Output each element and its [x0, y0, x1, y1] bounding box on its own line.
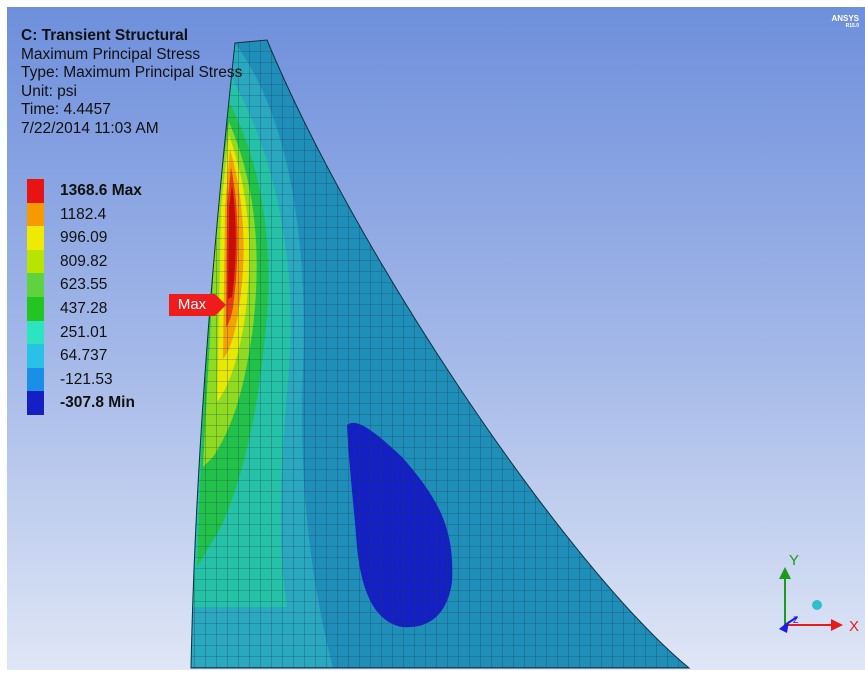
- legend-swatch: [27, 179, 44, 203]
- legend-label: 809.82: [60, 252, 108, 270]
- ansys-logo: ANSYS R15.0: [831, 14, 859, 30]
- result-date: 7/22/2014 11:03 AM: [21, 119, 159, 137]
- legend-row[interactable]: 64.737: [27, 344, 207, 368]
- legend-row[interactable]: 809.82: [27, 249, 207, 274]
- legend-row[interactable]: 251.01: [27, 320, 207, 345]
- legend-swatch: [27, 249, 44, 274]
- legend-row[interactable]: 1368.6 Max: [27, 179, 207, 203]
- legend-label: 623.55: [60, 276, 108, 294]
- legend-label: -307.8 Min: [60, 394, 135, 412]
- result-unit: Unit: psi: [21, 82, 77, 100]
- x-axis-arrow-icon: [831, 619, 843, 631]
- result-time: Time: 4.4457: [21, 101, 111, 118]
- result-info-block: C: Transient Structural Maximum Principa…: [21, 27, 242, 138]
- legend-swatch: [27, 226, 44, 250]
- y-axis-arrow-icon: [779, 567, 791, 579]
- result-type: Type: Maximum Principal Stress: [21, 64, 243, 81]
- legend-label: 64.737: [60, 347, 108, 365]
- legend-label: 437.28: [60, 300, 108, 317]
- legend-swatch: [27, 202, 44, 227]
- legend-row[interactable]: 996.09: [27, 226, 207, 250]
- max-probe-label[interactable]: Max: [169, 294, 215, 316]
- legend-swatch: [27, 320, 44, 345]
- iso-ball-icon[interactable]: [812, 600, 822, 610]
- max-probe-arrow: [215, 294, 226, 316]
- legend-label: 996.09: [60, 229, 108, 247]
- stress-contour-model[interactable]: [7, 7, 865, 670]
- legend-row[interactable]: 623.55: [27, 273, 207, 297]
- legend-label: 1368.6 Max: [60, 182, 142, 199]
- legend-label: -121.53: [60, 370, 113, 388]
- ansys-logo-version: R15.0: [845, 23, 859, 29]
- legend-swatch: [27, 367, 44, 392]
- legend-row[interactable]: 437.28: [27, 297, 207, 321]
- legend-row[interactable]: -307.8 Min: [27, 391, 207, 415]
- y-axis-label: Y: [789, 552, 799, 569]
- legend-label: 251.01: [60, 323, 108, 341]
- z-axis-label: Z: [793, 615, 799, 625]
- legend-swatch: [27, 273, 44, 297]
- result-name: Maximum Principal Stress: [21, 45, 201, 63]
- legend-swatch: [27, 344, 44, 368]
- legend-swatch: [27, 391, 44, 415]
- legend-row[interactable]: -121.53: [27, 367, 207, 392]
- x-axis-label: X: [849, 618, 859, 635]
- system-title: C: Transient Structural: [21, 27, 189, 44]
- graphics-viewport[interactable]: C: Transient Structural Maximum Principa…: [7, 7, 865, 670]
- legend-label: 1182.4: [60, 205, 107, 223]
- legend-swatch: [27, 297, 44, 321]
- legend-row[interactable]: 1182.4: [27, 202, 207, 227]
- axis-triad[interactable]: Y X Z: [773, 547, 863, 637]
- ansys-logo-name: ANSYS: [831, 14, 859, 23]
- z-axis-arrow-icon: [779, 621, 789, 633]
